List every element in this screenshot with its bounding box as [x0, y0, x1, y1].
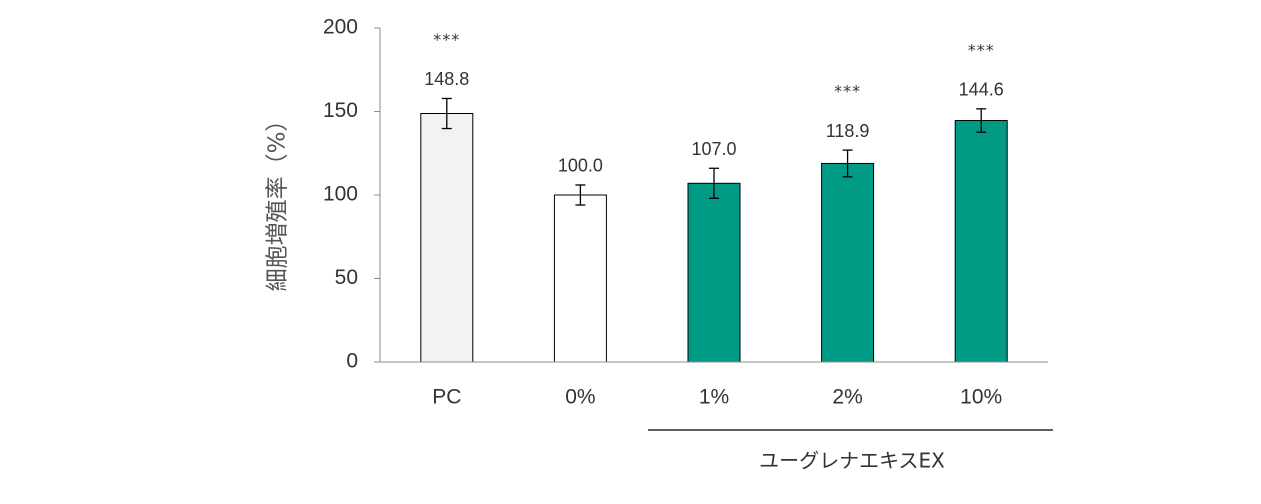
group-label: ユーグレナエキスEX: [759, 449, 945, 473]
bar: [954, 120, 1008, 363]
y-tick-label: 100: [323, 183, 358, 206]
x-tick-label: 1%: [699, 386, 729, 409]
data-label: 107.0: [691, 139, 736, 159]
significance-label: ***: [433, 30, 460, 49]
x-tick-label: 2%: [832, 386, 862, 409]
y-tick-label: 150: [323, 99, 358, 122]
x-tick-label: 0%: [565, 386, 595, 409]
x-axis: PC 0% 1% 2% 10%: [380, 361, 1048, 409]
significance-label: ***: [968, 40, 995, 59]
significance-label: ***: [834, 82, 861, 101]
y-tick-label: 200: [323, 16, 358, 39]
y-axis: 0 50 100 150 200: [323, 16, 381, 373]
bar: [420, 113, 474, 363]
bar: [553, 194, 607, 363]
x-tick-label: PC: [432, 386, 461, 409]
data-label: 148.8: [424, 69, 469, 89]
y-tick-label: 0: [346, 350, 358, 373]
data-label: 144.6: [959, 80, 1004, 100]
data-label: 118.9: [826, 121, 870, 141]
bars: 148.8 *** 100.0 107.0 118.9 *** 144.6 ***: [420, 30, 1008, 363]
group-bracket: ユーグレナエキスEX: [648, 429, 1053, 473]
bar: [687, 182, 741, 363]
bar: [821, 162, 875, 363]
y-tick-label: 50: [335, 266, 358, 289]
x-tick-label: 10%: [960, 386, 1002, 409]
data-label: 100.0: [558, 156, 603, 176]
y-axis-label: 細胞増殖率（%）: [265, 109, 291, 292]
